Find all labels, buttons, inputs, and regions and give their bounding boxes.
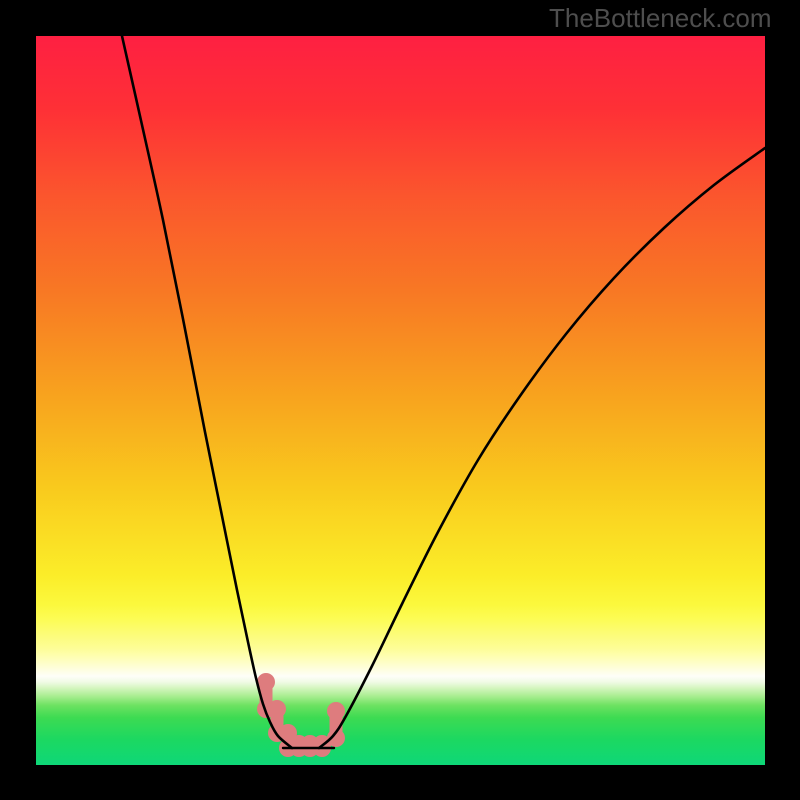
chart-frame <box>0 0 800 800</box>
valley-marker-cap <box>268 700 286 718</box>
watermark-text: TheBottleneck.com <box>549 3 772 34</box>
chart-svg <box>0 0 800 800</box>
valley-marker-cap <box>327 702 345 720</box>
